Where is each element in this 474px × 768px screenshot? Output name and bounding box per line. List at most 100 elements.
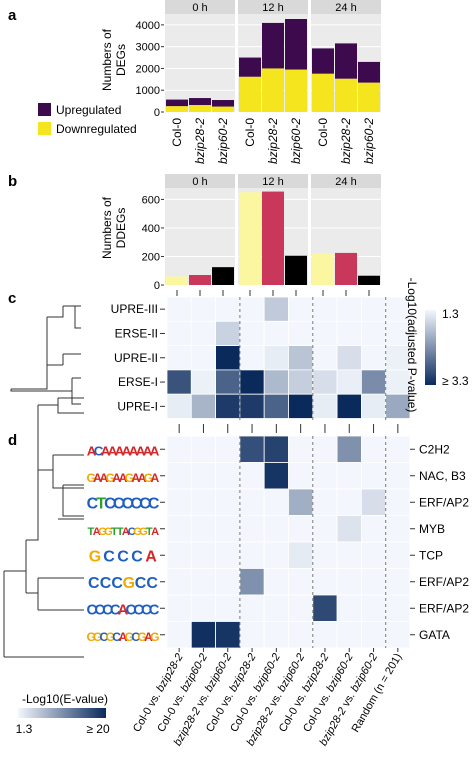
panel-d-dendrogram xyxy=(3,397,84,658)
y-tick-label: 4000 xyxy=(136,20,160,32)
panel-letter-b: b xyxy=(8,173,17,190)
heat-cell xyxy=(190,435,217,463)
bar-upregulated xyxy=(189,98,211,106)
bar-downregulated xyxy=(285,69,307,112)
bar-upregulated xyxy=(239,57,261,77)
heat-cell xyxy=(239,369,265,395)
panel-b-ylabel-line1: Numbers of xyxy=(100,196,114,259)
bar-downregulated xyxy=(212,106,234,112)
motif-letter: C xyxy=(87,495,99,512)
bar-upregulated xyxy=(335,43,357,79)
category-label: bzip60-2 xyxy=(216,118,230,164)
heat-cell xyxy=(385,568,411,596)
heat-cell xyxy=(239,594,265,622)
heat-cell xyxy=(312,296,338,322)
motif-letter: G xyxy=(125,630,134,644)
category-label: Col-0 xyxy=(170,118,184,147)
heat-cell xyxy=(190,515,217,543)
y-tick-label: 1000 xyxy=(136,85,160,97)
heat-cell xyxy=(263,541,289,569)
heat-cell xyxy=(239,393,265,419)
facet-strip xyxy=(311,174,381,188)
bar-ddeg xyxy=(335,252,357,285)
motif-letter: A xyxy=(118,602,129,618)
heat-cell xyxy=(215,369,241,395)
panel-letter-d: d xyxy=(8,432,17,449)
heat-cell xyxy=(263,296,289,322)
bar-upregulated xyxy=(212,100,234,107)
heat-cell xyxy=(239,435,265,463)
heat-cell xyxy=(336,515,362,543)
category-label: bzip60-2 xyxy=(289,118,303,164)
heat-cell xyxy=(215,345,241,371)
motif-letter: A xyxy=(144,630,153,644)
bar-upregulated xyxy=(285,19,307,70)
category-label: bzip28-2 xyxy=(266,118,280,164)
motif-letter: T xyxy=(88,526,95,538)
motif-letter: A xyxy=(150,471,159,485)
heat-cell xyxy=(263,369,289,395)
heat-cell xyxy=(336,594,362,622)
motif-letter: G xyxy=(86,630,95,644)
heat-cell xyxy=(385,541,411,569)
bar-downregulated xyxy=(312,73,334,112)
heat-cell xyxy=(215,462,241,490)
panel-b-y-axis: 0 200 400 600 xyxy=(142,194,164,292)
motif-letter: G xyxy=(150,630,159,644)
motif-letter: C xyxy=(87,602,98,618)
heat-cell xyxy=(190,488,217,516)
heat-cell xyxy=(360,568,387,596)
y-tick-label: 0 xyxy=(154,280,160,292)
heat-cell xyxy=(263,393,289,419)
heat-cell xyxy=(215,515,241,543)
panel-c-heatmap: UPRE-III ERSE-II UPRE-II ERSE-I UPRE-I 1.3 ≥ … xyxy=(10,278,469,433)
family-label: C2H2 xyxy=(419,442,450,456)
heat-cell xyxy=(239,488,265,516)
heat-cell xyxy=(190,568,217,596)
heat-cell xyxy=(312,568,338,596)
motif-letter: G xyxy=(98,526,107,538)
heat-cell xyxy=(239,621,265,649)
motif-letter: T xyxy=(111,526,118,538)
facet-label: 24 h xyxy=(335,176,356,188)
heat-cell xyxy=(190,296,217,322)
heat-cell xyxy=(190,369,217,395)
panel-b-chart: Numbers of DDEGs 0 200 400 600 0 h 12 h 24 h xyxy=(100,174,381,296)
legend-title: -Log10(E-value) xyxy=(22,692,108,706)
motif-letter: G xyxy=(144,471,153,485)
heat-cell xyxy=(215,320,241,346)
heat-cell xyxy=(288,435,314,463)
row-label: UPRE-II xyxy=(114,351,158,365)
heat-cell xyxy=(336,462,362,490)
heat-cell xyxy=(312,488,338,516)
family-label: ERF/AP2 xyxy=(419,495,469,509)
panel-a-x-labels: Col-0 bzip28-2 bzip60-2 Col-0 bzip28-2 bzip60… xyxy=(170,118,376,164)
panel-c-legend: 1.3 ≥ 3.3 -Log10(adjusted P-value) xyxy=(405,278,469,413)
family-label: ERF/AP2 xyxy=(419,601,469,615)
heat-cell xyxy=(336,488,362,516)
heat-cell xyxy=(312,369,338,395)
motif-letter: C xyxy=(135,575,147,592)
heat-cell xyxy=(360,320,387,346)
legend-label-upregulated: Upregulated xyxy=(56,103,121,117)
category-label: bzip60-2 xyxy=(362,118,376,164)
heat-cell xyxy=(166,488,192,516)
motif-letter: G xyxy=(106,471,115,485)
panel-d-cells xyxy=(166,435,411,652)
motif-letter: A xyxy=(122,443,132,458)
facet-strip xyxy=(238,174,308,188)
motif-letter: C xyxy=(102,602,113,618)
bar-upregulated xyxy=(262,22,284,69)
bar-downregulated xyxy=(239,76,261,112)
motif-letter: A xyxy=(93,471,102,485)
motif-letter: G xyxy=(125,471,134,485)
panel-a-ylabel-line1: Numbers of xyxy=(100,28,114,91)
heat-cell xyxy=(215,488,241,516)
motif-letter: C xyxy=(148,495,160,512)
heat-cell xyxy=(385,462,411,490)
heat-cell xyxy=(385,435,411,463)
heat-cell xyxy=(360,541,387,569)
motif-letter: G xyxy=(137,630,146,644)
heat-cell xyxy=(190,320,217,346)
heat-cell xyxy=(166,320,192,346)
